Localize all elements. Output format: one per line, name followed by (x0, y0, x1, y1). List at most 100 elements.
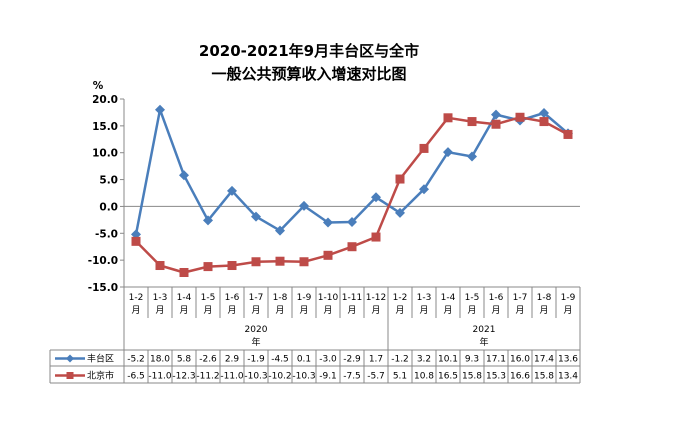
data-table-value: -6.5 (127, 372, 145, 382)
chart-title-line-2: 一般公共预算收入增速对比图 (211, 65, 406, 83)
data-point-series-2 (419, 143, 429, 153)
x-tick-label-unit: 月 (227, 305, 236, 316)
data-table-value: 5.1 (393, 372, 407, 382)
x-tick-label-month: 1-6 (225, 293, 240, 303)
x-tick-label-unit: 月 (467, 305, 476, 316)
data-table-value: 15.8 (462, 372, 482, 382)
data-table-value: -1.2 (391, 355, 409, 365)
data-point-series-1 (299, 200, 309, 211)
data-table-value: -3.0 (319, 355, 337, 365)
data-point-series-2 (179, 267, 189, 277)
legend-marker-series-1 (66, 354, 74, 363)
data-table-value: -4.5 (271, 355, 289, 365)
data-table-value: -9.1 (319, 372, 337, 382)
x-tick-label-month: 1-6 (489, 293, 504, 303)
x-tick-label-unit: 月 (275, 305, 284, 316)
x-tick-label-unit: 月 (395, 305, 404, 316)
x-tick-label-unit: 月 (419, 305, 428, 316)
data-point-series-2 (539, 117, 549, 127)
data-point-series-2 (203, 262, 213, 272)
x-tick-label-month: 1-4 (441, 293, 456, 303)
data-table-value: -10.3 (292, 372, 315, 382)
data-table-value: -5.2 (127, 355, 145, 365)
x-tick-label-unit: 月 (299, 305, 308, 316)
data-table-value: 13.4 (558, 372, 578, 382)
data-point-series-1 (443, 147, 453, 158)
data-table-value: 15.8 (534, 372, 554, 382)
data-point-series-2 (251, 257, 261, 267)
data-table-value: 17.1 (486, 355, 506, 365)
series-line-1 (134, 108, 569, 235)
y-tick-label: 20.0 (92, 94, 118, 106)
data-table-value: 3.2 (417, 355, 431, 365)
x-tick-label-month: 1-12 (366, 293, 386, 303)
data-point-series-2 (371, 232, 381, 242)
data-table-value: -2.9 (343, 355, 361, 365)
x-tick-label-month: 1-5 (465, 293, 480, 303)
data-point-series-1 (251, 211, 261, 222)
x-tick-label-month: 1-9 (561, 293, 576, 303)
data-point-series-2 (275, 256, 285, 266)
data-table-value: -11.0 (220, 372, 244, 382)
x-tick-label-month: 1-7 (513, 293, 528, 303)
data-table-value: 16.0 (510, 355, 530, 365)
x-tick-label-month: 1-5 (201, 293, 216, 303)
x-tick-label-unit: 月 (515, 305, 524, 316)
chart-title-line-1: 2020-2021年9月丰台区与全市 (199, 42, 419, 60)
data-point-series-2 (563, 129, 573, 139)
x-tick-label-unit: 月 (443, 305, 452, 316)
y-axis-unit-label: % (93, 80, 104, 92)
data-table-value: -10.3 (244, 372, 267, 382)
x-tick-label-unit: 月 (131, 305, 140, 316)
x-tick-label-month: 1-10 (318, 293, 339, 303)
y-tick-label: -10.0 (88, 255, 118, 267)
data-table-value: -7.5 (343, 372, 361, 382)
y-tick-label: -5.0 (95, 228, 118, 240)
data-point-series-2 (515, 112, 525, 122)
data-point-series-2 (443, 113, 453, 123)
data-table-value: 10.8 (414, 372, 434, 382)
data-point-series-1 (371, 192, 381, 203)
data-point-series-1 (491, 109, 501, 120)
data-table-value: 15.3 (486, 372, 506, 382)
x-group-year-label: 2021 (473, 325, 496, 335)
x-tick-label-unit: 月 (203, 305, 212, 316)
data-point-series-1 (467, 151, 477, 162)
data-point-series-1 (539, 107, 549, 118)
data-table-value: -10.2 (268, 372, 291, 382)
data-point-series-2 (347, 242, 357, 252)
x-tick-label-unit: 月 (155, 305, 164, 316)
data-point-series-1 (395, 207, 405, 218)
data-point-series-1 (419, 184, 429, 195)
data-table-value: 16.5 (438, 372, 458, 382)
data-point-series-1 (179, 170, 189, 181)
data-table-value: 16.6 (510, 372, 530, 382)
data-table-value: 18.0 (150, 355, 170, 365)
x-tick-label-unit: 月 (371, 305, 380, 316)
data-point-series-2 (323, 250, 333, 260)
y-tick-label: 10.0 (92, 148, 118, 160)
x-group-year-label: 2020 (245, 325, 268, 335)
x-tick-label-month: 1-3 (417, 293, 432, 303)
data-point-series-1 (155, 104, 165, 115)
data-point-series-1 (323, 217, 333, 228)
data-point-series-1 (227, 185, 237, 196)
x-tick-label-unit: 月 (251, 305, 260, 316)
data-table-value: -5.7 (367, 372, 385, 382)
data-table-value: 9.3 (465, 355, 479, 365)
y-tick-label: 5.0 (99, 175, 118, 187)
x-tick-label-unit: 月 (179, 305, 188, 316)
legend-label-series-1: 丰台区 (87, 353, 114, 365)
data-table-value: 0.1 (297, 355, 311, 365)
data-table-value: 1.7 (369, 355, 383, 365)
data-point-series-2 (155, 261, 165, 271)
data-table-value: 5.8 (177, 355, 192, 365)
y-tick-label: 0.0 (99, 201, 118, 213)
data-point-series-2 (227, 261, 237, 271)
legend-label-series-2: 北京市 (87, 370, 114, 382)
y-tick-label: -15.0 (88, 282, 118, 294)
data-point-series-2 (395, 174, 405, 184)
data-table-value: -2.6 (199, 355, 217, 365)
x-tick-label-month: 1-11 (342, 293, 362, 303)
